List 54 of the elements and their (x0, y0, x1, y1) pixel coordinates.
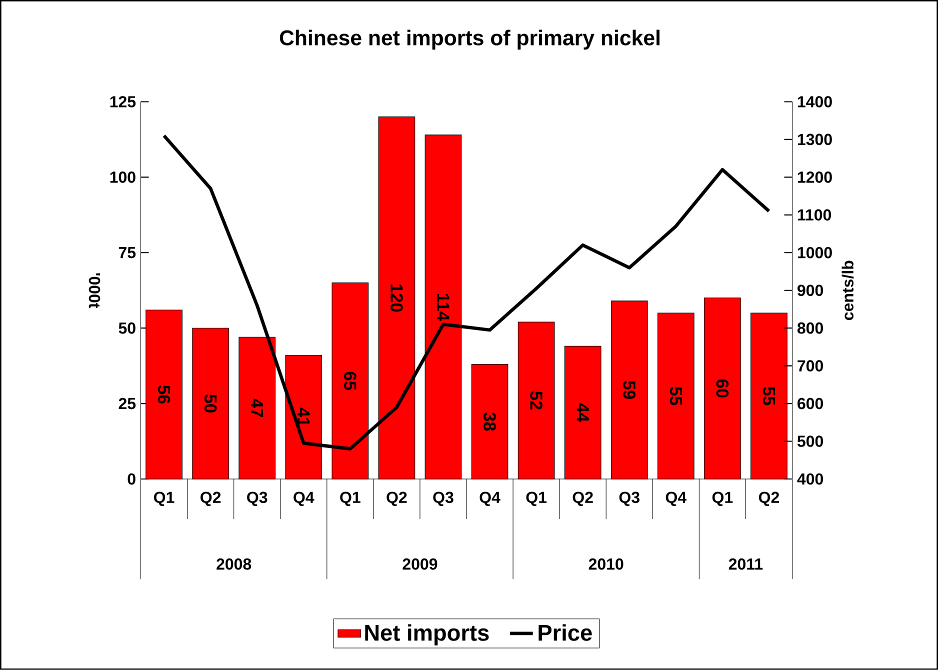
x-tick-label: Q4 (480, 492, 500, 506)
data-label: 50 (204, 394, 217, 413)
x-tick-label: Q2 (200, 492, 221, 506)
x-tick-label: Q1 (154, 492, 174, 506)
text: 2009 (402, 558, 438, 570)
y-axis-title: '000t (88, 273, 100, 308)
text: 2011 (728, 558, 763, 570)
y-tick-label: 75 (118, 247, 136, 258)
y2-tick-label: 1100 (798, 209, 832, 221)
y2-tick-label: 1300 (798, 134, 832, 146)
y2-tick-label: 1400 (798, 96, 832, 108)
x-tick-label: Q1 (526, 492, 547, 506)
y-tick-label: 0 (128, 473, 136, 485)
y2-tick-label: 700 (798, 360, 823, 372)
y-tick-label: 100 (110, 172, 136, 183)
legend-label: Price (538, 624, 592, 641)
data-label: 52 (530, 392, 542, 410)
data-label: 60 (716, 380, 729, 398)
x-tick-label: Q3 (433, 492, 454, 506)
y2-axis-title: cents/lb (842, 260, 854, 320)
data-label: 38 (484, 412, 496, 431)
y2-tick-label: 600 (798, 398, 823, 410)
data-label: 56 (158, 385, 170, 404)
text: 2010 (588, 558, 624, 570)
x-tick-label: Q4 (294, 492, 314, 506)
x-tick-label: Q2 (386, 492, 407, 506)
data-label: 55 (762, 386, 776, 406)
y2-tick-label: 1200 (798, 172, 832, 183)
data-label: 47 (251, 398, 264, 418)
chart-title: Chinese net imports of primary nickel (280, 30, 660, 50)
x-tick-label: Q2 (758, 492, 780, 506)
legend-label: Net imports (365, 624, 489, 646)
y2-tick-label: 900 (798, 284, 823, 296)
y2-tick-label: 1000 (798, 247, 832, 258)
data-label: 65 (344, 372, 356, 390)
x-tick-label: Q2 (572, 492, 593, 506)
x-tick-label: Q3 (247, 492, 268, 506)
x-tick-label: Q1 (340, 492, 360, 506)
y2-tick-label: 400 (797, 473, 823, 485)
x-tick-label: Q1 (712, 492, 733, 506)
x-tick-label: Q4 (666, 492, 686, 506)
y2-tick-label: 500 (797, 436, 823, 448)
y2-tick-label: 800 (797, 322, 823, 334)
text: 2008 (216, 558, 252, 570)
data-label: 114 (437, 294, 450, 321)
data-label: 44 (576, 403, 589, 422)
data-label: 41 (298, 408, 310, 426)
y-tick-label: 125 (110, 96, 136, 108)
data-label: 59 (623, 380, 636, 400)
data-label: 55 (670, 386, 682, 406)
x-tick-label: Q3 (619, 492, 640, 506)
y-tick-label: 25 (118, 398, 136, 410)
y-tick-label: 50 (118, 322, 136, 334)
data-label: 120 (390, 284, 403, 312)
